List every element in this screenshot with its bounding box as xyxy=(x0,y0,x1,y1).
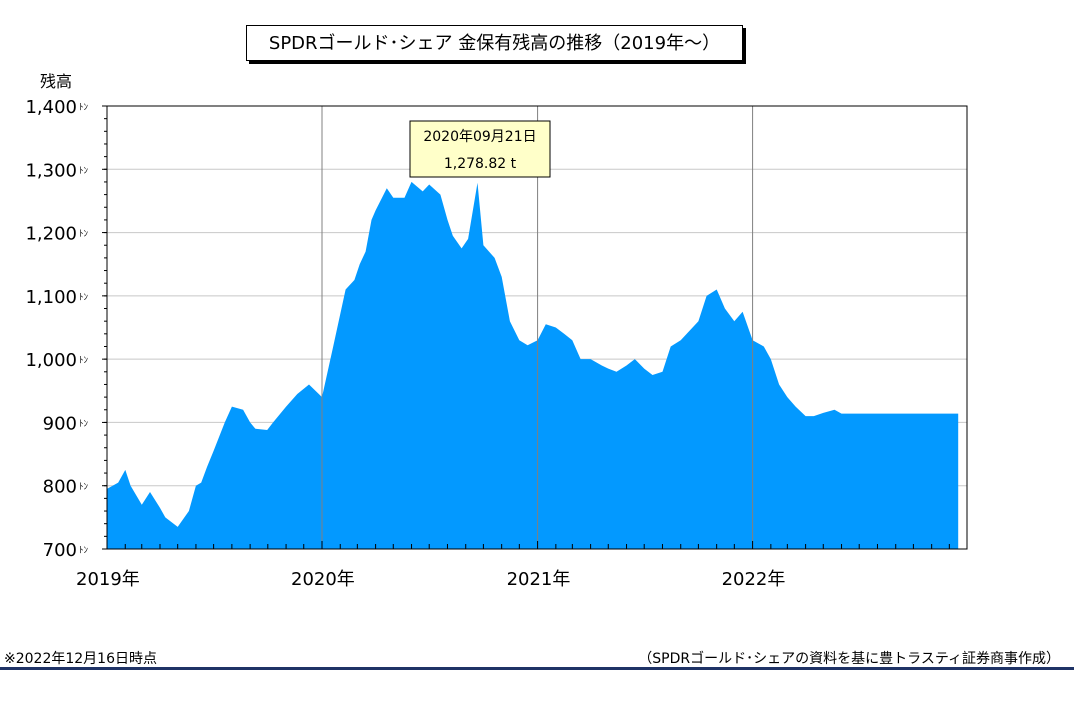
tooltip-box xyxy=(409,120,551,178)
y-unit-mark: ﾄﾝ xyxy=(79,356,89,366)
y-unit-mark: ﾄﾝ xyxy=(79,103,89,113)
footer-source: （SPDRゴールド･シェアの資料を基に豊トラスティ証券商事作成） xyxy=(638,651,1060,667)
y-tick-label: 700 xyxy=(43,540,77,561)
y-unit-mark: ﾄﾝ xyxy=(79,166,89,176)
y-tick-label: 800 xyxy=(43,477,77,498)
chart-title: SPDRゴールド･シェア 金保有残高の推移（2019年～） xyxy=(246,25,743,61)
y-tick-label: 1,100 xyxy=(25,287,77,308)
y-tick-label: 1,300 xyxy=(25,160,77,181)
tooltip-date: 2020年09月21日 xyxy=(423,129,536,145)
x-axis: 2019年 2020年 2021年 2022年 xyxy=(76,541,950,590)
holdings-area-series xyxy=(107,181,959,549)
y-tick-label: 1,200 xyxy=(25,224,77,245)
y-unit-mark: ﾄﾝ xyxy=(79,546,89,556)
x-tick-label: 2020年 xyxy=(291,569,355,590)
footer-note: ※2022年12月16日時点 xyxy=(4,651,157,667)
y-unit-mark: ﾄﾝ xyxy=(79,419,89,429)
y-tick-label: 1,400 xyxy=(25,97,77,118)
x-tick-label: 2022年 xyxy=(722,569,786,590)
data-tooltip: 2020年09月21日 1,278.82 t xyxy=(409,120,551,178)
x-tick-label: 2021年 xyxy=(507,569,571,590)
tooltip-value: 1,278.82 t xyxy=(444,156,517,172)
y-unit-mark: ﾄﾝ xyxy=(79,230,89,240)
y-unit-mark: ﾄﾝ xyxy=(79,293,89,303)
year-divider-lines xyxy=(321,106,754,549)
y-unit-mark: ﾄﾝ xyxy=(79,483,89,493)
x-tick-label: 2019年 xyxy=(76,569,140,590)
y-tick-label: 900 xyxy=(43,413,77,434)
footer-rule xyxy=(0,667,1074,670)
y-tick-label: 1,000 xyxy=(25,350,77,371)
y-axis-title: 残高 xyxy=(40,72,73,91)
plot-frame xyxy=(106,105,968,550)
